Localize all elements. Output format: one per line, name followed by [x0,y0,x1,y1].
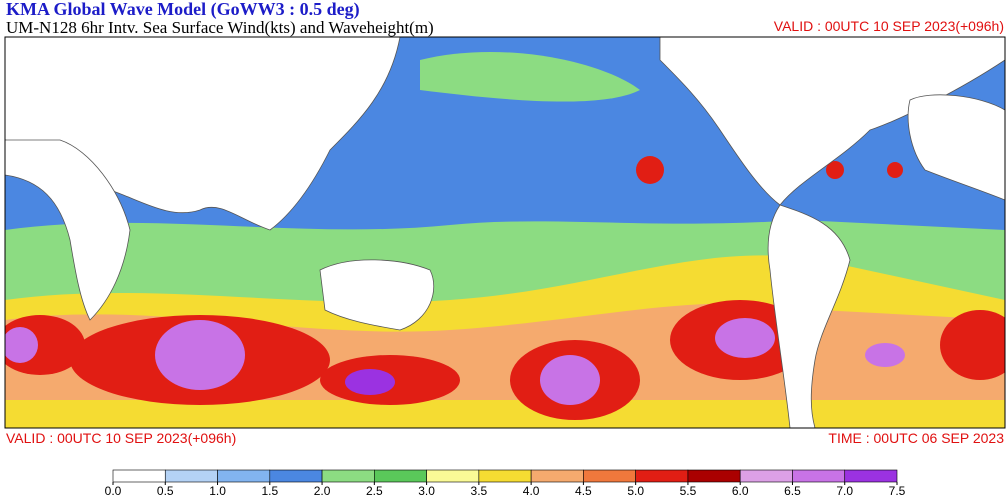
colorbar-label: 5.5 [680,484,697,496]
colorbar-box [583,469,636,483]
colorbar-box [164,469,218,483]
wave-area-north [420,51,640,102]
storm-core [5,327,38,363]
colorbar-label: 3.0 [418,484,435,496]
storm [940,310,1005,380]
colorbar-box [478,469,532,483]
cyclone [887,162,903,178]
colorbar-label: 2.5 [366,484,383,496]
colorbar-box [269,469,323,483]
cyclone [636,156,664,184]
colorbar-label: 4.0 [523,484,540,496]
colorbar-box [635,469,689,483]
valid-bottom: VALID : 00UTC 10 SEP 2023(+096h) [6,430,236,446]
map-frame [4,36,1006,429]
colorbar-box [217,469,271,483]
colorbar-label: 6.5 [784,484,801,496]
cyclone [826,161,844,179]
subtitle: UM-N128 6hr Intv. Sea Surface Wind(kts) … [6,18,434,37]
colorbar-label: 1.0 [209,484,226,496]
colorbar-box [530,469,584,483]
colorbar-box [844,469,898,483]
colorbar: 0.0 0.5 1.0 1.5 2.0 2.5 3.0 3.5 4.0 4.5 5.0 5.5 6.0 6… [105,469,906,496]
colorbar-box [321,469,375,483]
colorbar-box [374,469,427,483]
colorbar-label: 4.5 [575,484,592,496]
colorbar-label: 2.0 [314,484,331,496]
valid-top: VALID : 00UTC 10 SEP 2023(+096h) [774,18,1004,34]
map [5,37,1005,428]
colorbar-label: 0.0 [105,484,122,496]
storm-core [865,343,905,367]
storm-core [345,369,395,395]
colorbar-label: 7.5 [889,484,906,496]
land [5,37,1005,428]
storm-core [155,320,245,390]
colorbar-label: 7.0 [836,484,853,496]
colorbar-label: 0.5 [157,484,174,496]
colorbar-box [426,469,480,483]
init-time: TIME : 00UTC 06 SEP 2023 [828,430,1004,446]
title: KMA Global Wave Model (GoWW3 : 0.5 deg) [6,0,360,20]
storm-core [715,318,775,358]
colorbar-box [739,469,793,483]
colorbar-box [687,469,741,483]
colorbar-label: 6.0 [732,484,749,496]
storm-core [540,355,600,405]
colorbar-label: 5.0 [627,484,644,496]
colorbar-box [112,469,166,483]
colorbar-label: 3.5 [471,484,488,496]
colorbar-box [792,469,846,483]
colorbar-label: 1.5 [261,484,278,496]
